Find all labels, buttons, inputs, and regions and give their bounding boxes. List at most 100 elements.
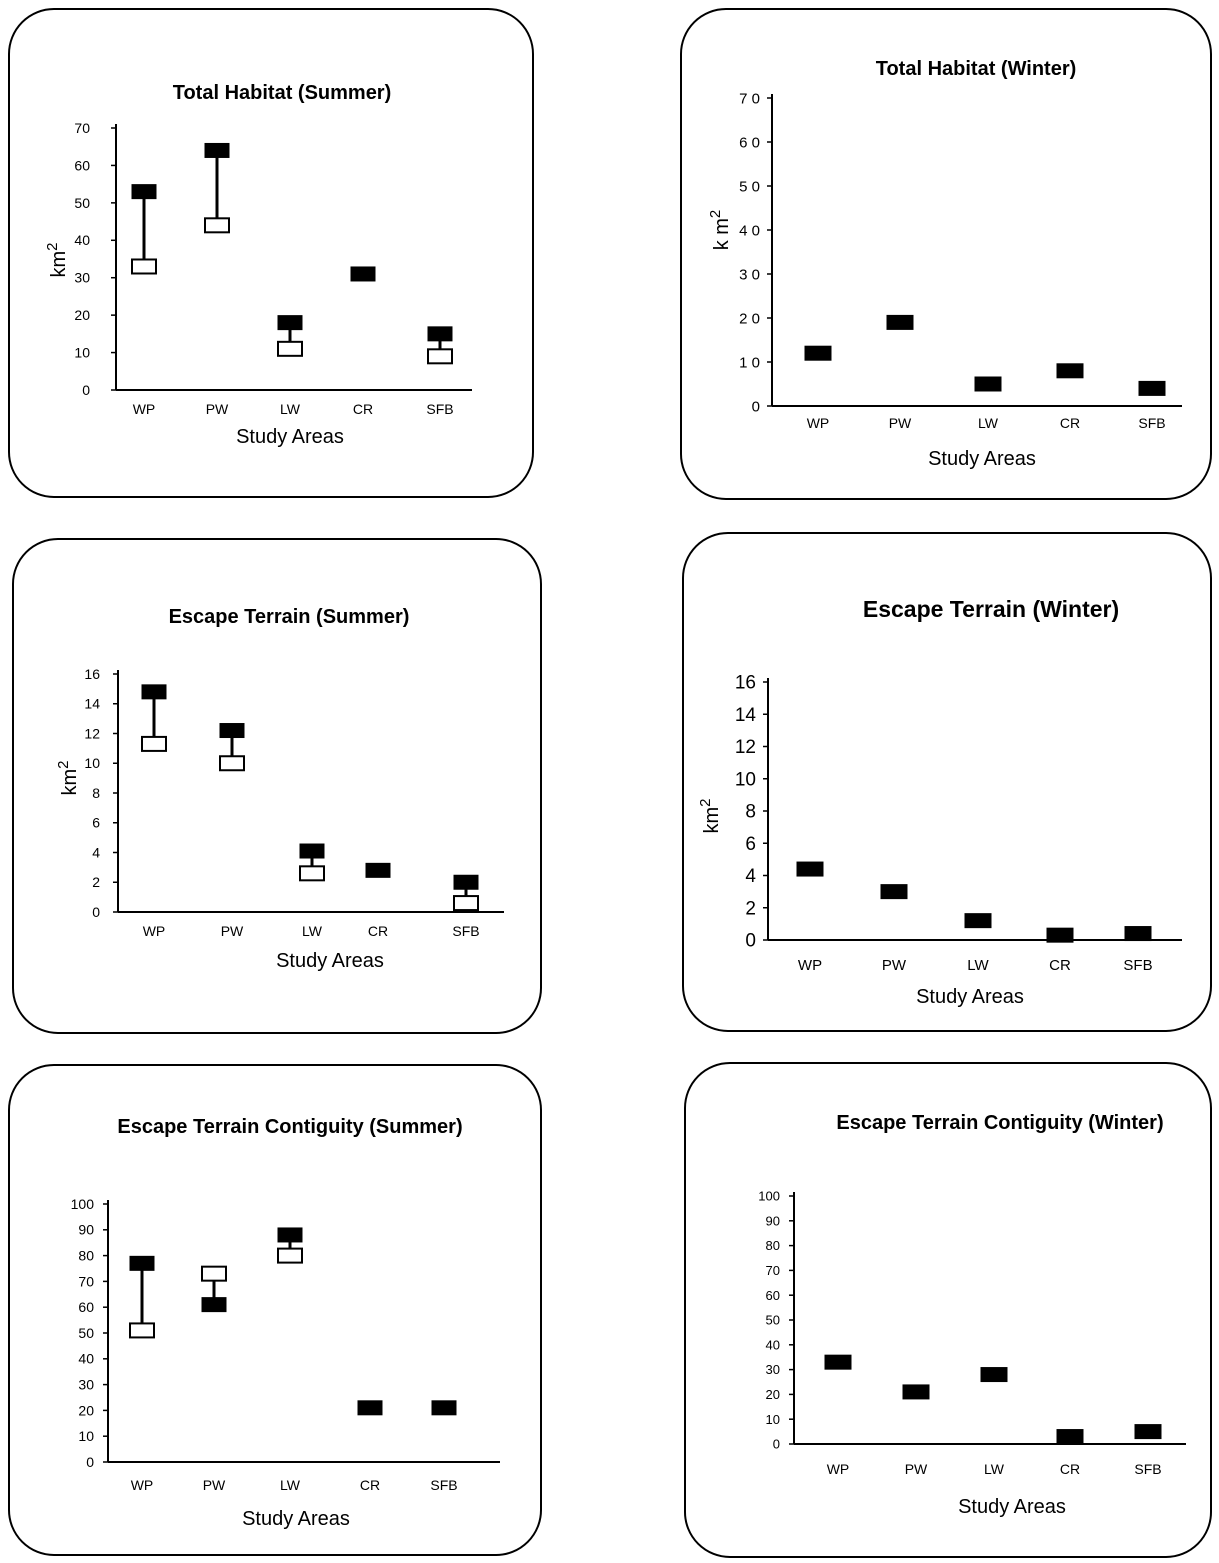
x-axis-title: Study Areas [242,1508,350,1530]
open-marker [219,755,245,772]
y-tick-label: 50 [78,1325,94,1341]
x-tick-label: LW [302,923,323,939]
x-tick-label: PW [206,401,229,417]
chart-title: Escape Terrain Contiguity (Summer) [117,1116,463,1138]
filled-marker [1138,380,1166,396]
filled-marker [980,1367,1008,1383]
filled-marker [796,861,824,877]
y-tick-label: 70 [766,1263,780,1278]
y-tick-label: 2 [92,874,100,890]
x-tick-label: CR [1060,1461,1080,1477]
x-tick-label: CR [360,1477,380,1493]
y-tick-label: 12 [84,725,100,741]
x-tick-label: SFB [1138,415,1165,431]
chart-plot: 0 2 4 6 8 10 12 14 16 WP PW LW CR SFB km2 [697,673,1182,974]
chart-plot: 0 10 20 30 40 50 60 70 WP PW LW CR SFB km2 [44,120,472,417]
y-tick-label: 50 [766,1313,780,1328]
y-axis-title: km2 [697,798,723,833]
filled-marker [1056,363,1084,379]
filled-marker [1056,1429,1084,1445]
y-tick-label: 2 0 [739,310,760,327]
x-tick-label: WP [131,1477,154,1493]
y-tick-label: 4 [745,866,756,887]
open-marker [201,1265,227,1282]
y-tick-label: 100 [71,1196,95,1212]
y-axis-title: k m2 [707,210,733,251]
open-marker [204,217,230,234]
y-tick-label: 14 [84,696,100,712]
y-tick-label: 90 [78,1222,94,1238]
x-tick-label: SFB [1123,957,1152,974]
chart-title: Escape Terrain Contiguity (Winter) [836,1112,1164,1134]
y-tick-label: 90 [766,1213,780,1228]
x-tick-label: LW [984,1461,1005,1477]
y-tick-label: 0 [745,931,756,952]
open-marker [277,340,303,357]
y-tick-label: 10 [735,769,756,790]
y-tick-label: 8 [92,785,100,801]
y-tick-label: 80 [78,1248,94,1264]
filled-marker [141,684,167,700]
y-tick-label: 0 [773,1437,780,1452]
filled-marker [299,843,325,859]
open-marker [453,895,479,912]
filled-marker [453,874,479,890]
chart-panel-escape-terrain-summer: Escape Terrain (Summer) 0 2 4 6 8 10 12 14 16 WP P… [12,538,542,1034]
y-tick-label: 10 [84,755,100,771]
y-tick-label: 30 [766,1362,780,1377]
filled-marker [880,884,908,900]
filled-marker [902,1384,930,1400]
y-tick-label: 4 0 [739,222,760,239]
y-tick-label: 80 [766,1238,780,1253]
chart-panel-escape-terrain-contiguity-winter: Escape Terrain Contiguity (Winter) 0 10 20… [684,1062,1212,1558]
x-tick-label: WP [798,957,822,974]
open-marker [277,1247,303,1264]
x-tick-label: CR [368,923,388,939]
x-tick-label: WP [807,415,830,431]
filled-marker [886,314,914,330]
chart-panel-escape-terrain-contiguity-summer: Escape Terrain Contiguity (Summer) 0 10 20… [8,1064,542,1556]
filled-marker [277,1227,303,1243]
filled-marker [974,376,1002,392]
y-tick-label: 6 [92,815,100,831]
y-tick-label: 20 [78,1402,94,1418]
filled-marker [350,266,376,282]
chart-panel-total-habitat-winter: Total Habitat (Winter) 0 1 0 2 0 3 0 4 0 5 0 6… [680,8,1212,500]
filled-marker [277,315,303,331]
x-tick-label: LW [280,1477,301,1493]
x-axis-title: Study Areas [958,1496,1066,1518]
chart-panel-total-habitat-summer: Total Habitat (Summer) 0 10 20 30 40 50 60 70 WP… [8,8,534,498]
filled-marker [219,723,245,739]
filled-marker [1134,1424,1162,1440]
x-tick-label: SFB [1134,1461,1161,1477]
filled-marker [204,142,230,158]
x-tick-label: PW [221,923,244,939]
chart-plot: 0 1 0 2 0 3 0 4 0 5 0 6 0 7 0 WP PW LW CR SFB k m2 [707,90,1182,431]
y-tick-label: 10 [766,1412,780,1427]
y-tick-label: 3 0 [739,266,760,283]
chart-panel-escape-terrain-winter: Escape Terrain (Winter) 0 2 4 6 8 10 12 14 16 WP P… [682,532,1212,1032]
y-axis-title: km2 [55,760,81,795]
filled-marker [964,913,992,929]
y-tick-label: 0 [86,1454,94,1470]
y-tick-label: 60 [766,1288,780,1303]
y-tick-label: 30 [78,1377,94,1393]
y-tick-label: 2 [745,898,756,919]
chart-title: Total Habitat (Summer) [172,82,392,104]
y-tick-label: 30 [74,270,90,286]
y-tick-label: 10 [78,1428,94,1444]
x-tick-label: SFB [452,923,479,939]
x-tick-label: WP [827,1461,850,1477]
y-tick-label: 40 [74,232,90,248]
chart-title: Total Habitat (Winter) [875,58,1077,80]
x-tick-label: PW [905,1461,928,1477]
filled-marker [365,862,391,878]
y-tick-label: 14 [735,705,757,726]
x-tick-label: SFB [430,1477,457,1493]
y-tick-label: 0 [92,904,100,920]
y-tick-label: 70 [78,1273,94,1289]
x-tick-label: PW [882,957,907,974]
y-tick-label: 12 [735,737,756,758]
open-marker [427,348,453,365]
y-axis-title: km2 [44,242,70,277]
